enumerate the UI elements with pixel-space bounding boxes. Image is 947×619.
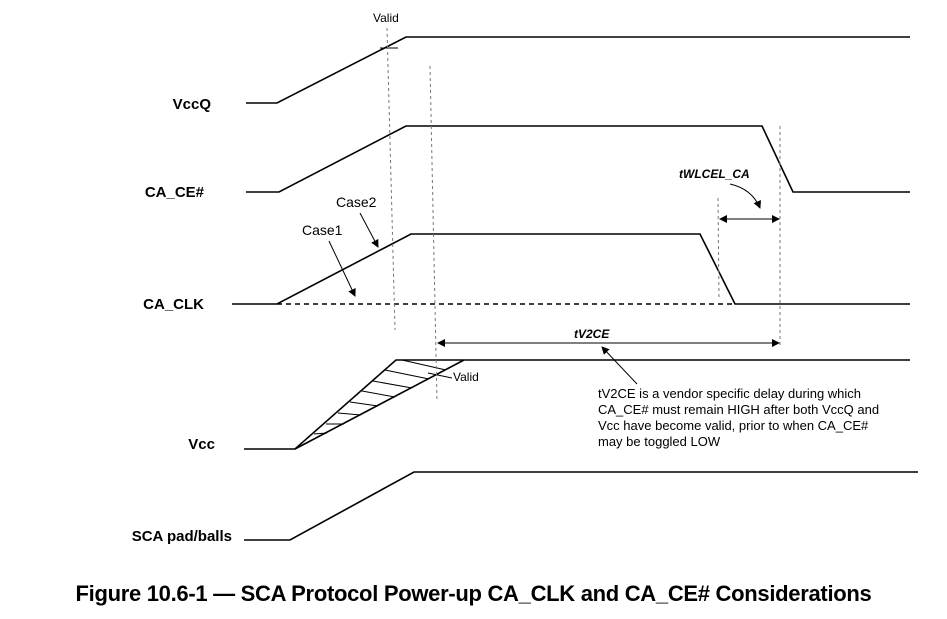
case2-label: Case2	[336, 194, 377, 210]
twlcel-pointer	[729, 183, 761, 209]
vcc-valid-tick	[427, 372, 453, 379]
figure-caption: Figure 10.6-1 — SCA Protocol Power-up CA…	[75, 581, 872, 606]
sca-pad-label: SCA pad/balls	[132, 528, 232, 545]
tv2ce-note-line1: tV2CE is a vendor specific delay during …	[598, 386, 861, 401]
ca-clk-waveform-case2	[232, 233, 910, 305]
ca-ce-label: CA_CE#	[145, 184, 205, 201]
tv2ce-note-line4: may be toggled LOW	[598, 434, 721, 449]
case2-arrow	[359, 212, 379, 248]
sca-pad-waveform	[244, 471, 918, 541]
vcc-label: Vcc	[188, 436, 215, 453]
valid-top-label: Valid	[373, 11, 399, 25]
tv2ce-pointer	[601, 346, 638, 385]
tv2ce-label: tV2CE	[574, 327, 610, 341]
tv2ce-note: tV2CE is a vendor specific delay during …	[598, 386, 883, 449]
ca-ce-waveform	[246, 125, 910, 193]
vcc-waveform	[244, 359, 910, 450]
ca-clk-label: CA_CLK	[143, 296, 204, 313]
guide-vcc-valid	[429, 65, 438, 403]
guide-twlcel-start	[717, 197, 720, 301]
tv2ce-note-line3: Vcc have become valid, prior to when CA_…	[598, 418, 869, 433]
case1-arrow	[328, 240, 356, 297]
vccq-label: VccQ	[173, 96, 212, 113]
twlcel-label: tWLCEL_CA	[679, 167, 750, 181]
guide-vccq-valid	[386, 27, 396, 331]
case1-label: Case1	[302, 222, 343, 238]
tv2ce-note-line2: CA_CE# must remain HIGH after both VccQ …	[598, 402, 879, 417]
valid-vcc-label: Valid	[453, 370, 479, 384]
vcc-late-ramp	[294, 359, 465, 450]
vcc-hatch	[313, 359, 447, 435]
vccq-waveform	[246, 36, 910, 104]
